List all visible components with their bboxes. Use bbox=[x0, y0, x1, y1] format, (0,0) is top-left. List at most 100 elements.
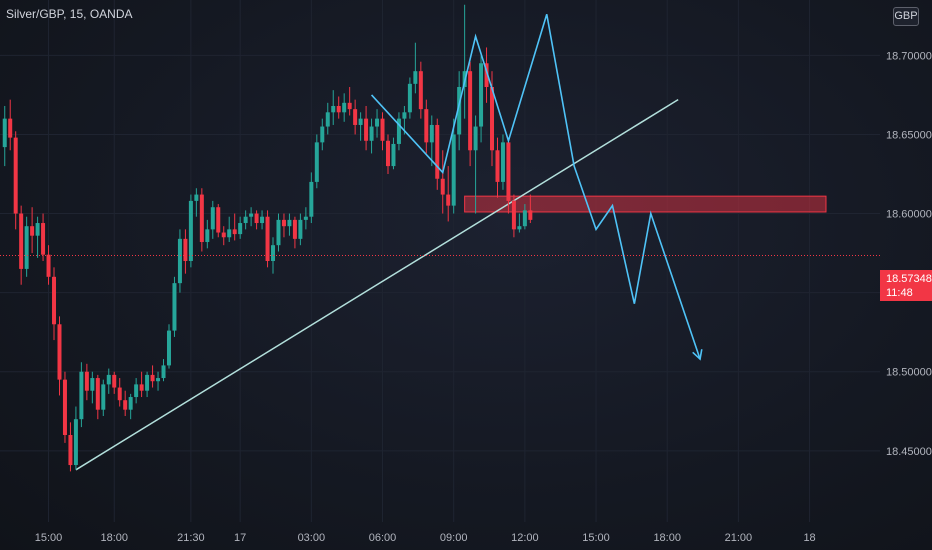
candle bbox=[369, 118, 374, 154]
candle bbox=[495, 137, 500, 198]
x-tick-label: 18:00 bbox=[100, 532, 128, 544]
candle bbox=[106, 368, 111, 394]
candle-body bbox=[336, 105, 341, 113]
candle bbox=[199, 188, 204, 252]
candle-body bbox=[166, 330, 171, 366]
pattern-zigzag bbox=[370, 14, 701, 360]
candle bbox=[331, 90, 336, 125]
candle bbox=[254, 210, 259, 230]
candle bbox=[30, 207, 35, 254]
candle bbox=[484, 47, 489, 103]
candle-body bbox=[123, 400, 128, 410]
candle-body bbox=[260, 216, 265, 224]
candle bbox=[385, 134, 390, 174]
candle-body bbox=[172, 283, 177, 331]
candle bbox=[446, 166, 451, 222]
candle bbox=[46, 245, 51, 285]
candle-body bbox=[117, 387, 122, 401]
candle-body bbox=[95, 378, 100, 410]
candle bbox=[380, 112, 385, 151]
candle-body bbox=[468, 71, 473, 151]
candle-body bbox=[342, 102, 347, 113]
candle bbox=[287, 213, 292, 236]
x-tick-label: 06:00 bbox=[369, 532, 397, 544]
candle bbox=[52, 267, 57, 341]
candle-body bbox=[407, 83, 412, 113]
candle bbox=[391, 137, 396, 170]
candle bbox=[134, 378, 139, 404]
candle bbox=[145, 371, 150, 398]
candle-body bbox=[320, 126, 325, 143]
currency-badge[interactable]: GBP bbox=[893, 7, 919, 26]
candle bbox=[117, 378, 122, 407]
candle-body bbox=[46, 254, 51, 277]
candle-body bbox=[511, 200, 516, 230]
candle bbox=[101, 379, 106, 417]
candle-body bbox=[128, 397, 133, 410]
candle bbox=[232, 213, 237, 241]
candle bbox=[429, 115, 434, 167]
candle-body bbox=[473, 126, 478, 151]
candle bbox=[19, 205, 24, 285]
candle-body bbox=[402, 112, 407, 119]
candle-body bbox=[199, 194, 204, 243]
candle bbox=[177, 229, 182, 293]
candle bbox=[150, 365, 155, 388]
candle bbox=[457, 71, 462, 151]
candle-body bbox=[325, 112, 330, 127]
trendline-line bbox=[75, 99, 679, 471]
candle-body bbox=[418, 71, 423, 110]
arrow-head-icon bbox=[692, 349, 703, 361]
x-tick-label: 15:00 bbox=[35, 532, 63, 544]
candle-body bbox=[506, 142, 511, 201]
candle-body bbox=[413, 71, 418, 84]
candle-body bbox=[57, 324, 62, 380]
candle-body bbox=[41, 223, 46, 255]
candle bbox=[249, 207, 254, 227]
candle bbox=[73, 406, 78, 470]
candle-body bbox=[435, 124, 440, 179]
candle-body bbox=[500, 142, 505, 182]
candle bbox=[325, 102, 330, 135]
candle bbox=[84, 363, 89, 401]
drawn-pattern bbox=[370, 14, 703, 361]
candle bbox=[320, 118, 325, 151]
candle-body bbox=[112, 374, 117, 388]
candle-body bbox=[495, 150, 500, 182]
candle bbox=[172, 276, 177, 337]
candle-body bbox=[188, 200, 193, 261]
candle bbox=[205, 219, 210, 249]
candle bbox=[353, 99, 358, 135]
candle-body bbox=[369, 126, 374, 141]
price-axis[interactable]: 18.4500018.5000018.5500018.6000018.65000… bbox=[886, 50, 932, 457]
candle bbox=[468, 61, 473, 167]
candle bbox=[156, 371, 161, 391]
candle-body bbox=[227, 229, 232, 238]
candle-body bbox=[314, 142, 319, 182]
candle bbox=[216, 204, 221, 238]
candle bbox=[336, 96, 341, 119]
candle-body bbox=[457, 87, 462, 135]
candle-body bbox=[101, 384, 106, 410]
candle-body bbox=[451, 134, 456, 206]
candle bbox=[375, 109, 380, 138]
grid bbox=[0, 0, 880, 522]
candle-body bbox=[194, 194, 199, 201]
candle-body bbox=[84, 371, 89, 391]
candle-body bbox=[281, 219, 286, 227]
candle-body bbox=[30, 226, 35, 236]
candle-body bbox=[90, 378, 95, 391]
candle bbox=[128, 393, 133, 420]
candle-body bbox=[2, 118, 7, 148]
candle bbox=[62, 371, 67, 443]
candle bbox=[462, 4, 467, 119]
time-axis[interactable]: 15:00 18:00 21:30 17 03:00 06:00 09:00 12:00 15:… bbox=[35, 532, 816, 544]
y-tick-label: 18.50000 bbox=[886, 367, 932, 379]
candle-body bbox=[528, 210, 533, 220]
candle bbox=[358, 112, 363, 141]
candle-body bbox=[145, 374, 150, 391]
last-price-value: 18.57348 bbox=[886, 273, 932, 285]
candle-body bbox=[183, 238, 188, 261]
